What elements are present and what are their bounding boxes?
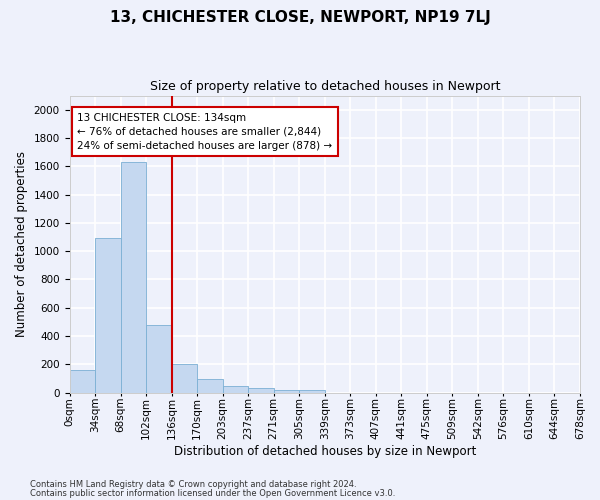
Bar: [197, 378, 223, 392]
Text: Contains public sector information licensed under the Open Government Licence v3: Contains public sector information licen…: [30, 488, 395, 498]
Bar: [223, 386, 248, 392]
Bar: [95, 238, 121, 392]
Text: 13, CHICHESTER CLOSE, NEWPORT, NP19 7LJ: 13, CHICHESTER CLOSE, NEWPORT, NP19 7LJ: [110, 10, 490, 25]
Text: Contains HM Land Registry data © Crown copyright and database right 2024.: Contains HM Land Registry data © Crown c…: [30, 480, 356, 489]
Bar: [274, 390, 299, 392]
Bar: [172, 364, 197, 392]
Bar: [121, 162, 146, 392]
Y-axis label: Number of detached properties: Number of detached properties: [15, 151, 28, 337]
X-axis label: Distribution of detached houses by size in Newport: Distribution of detached houses by size …: [173, 444, 476, 458]
Title: Size of property relative to detached houses in Newport: Size of property relative to detached ho…: [149, 80, 500, 93]
Bar: [299, 390, 325, 392]
Bar: [146, 326, 172, 392]
Bar: [70, 370, 95, 392]
Bar: [248, 388, 274, 392]
Text: 13 CHICHESTER CLOSE: 134sqm
← 76% of detached houses are smaller (2,844)
24% of : 13 CHICHESTER CLOSE: 134sqm ← 76% of det…: [77, 112, 332, 150]
